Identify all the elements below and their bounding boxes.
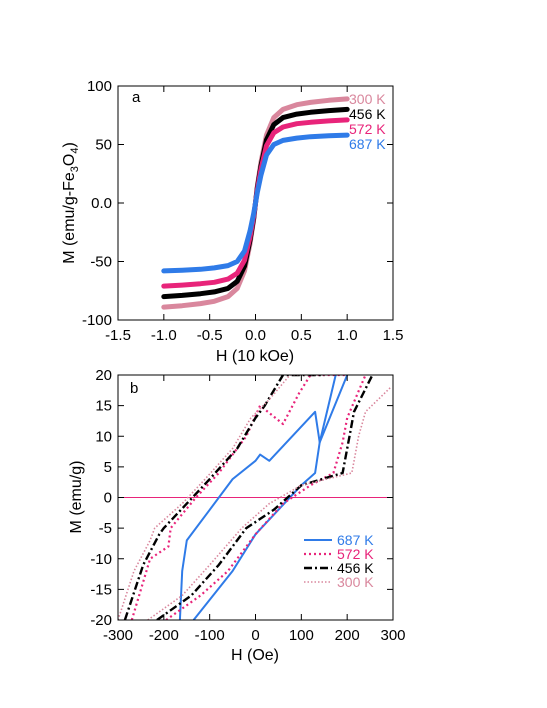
panel-a-xtick-label: -0.5 — [197, 327, 223, 344]
panel-b-series-456k-lower-branch — [156, 375, 374, 620]
ylabel-part-main: M (emu/g-Fe — [61, 172, 78, 264]
panel-b-legend-item: 300 K — [337, 574, 374, 590]
ylabel-part-close: ) — [61, 142, 78, 147]
panel-b-y-axis-label: M (emu/g) — [68, 461, 85, 534]
panel-a-ytick-label: -50 — [90, 254, 112, 271]
panel-b-xtick-label: -300 — [103, 627, 133, 644]
panel-a-series — [161, 96, 350, 310]
panel-a-xtick-label: -1.5 — [105, 327, 131, 344]
panel-b-ytick-label: -10 — [90, 551, 112, 568]
panel-a-legend-item: 300 K — [349, 91, 386, 107]
panel-b-label: b — [130, 380, 138, 397]
panel-b-ytick-label: -5 — [99, 520, 112, 537]
panel-a-ytick-label: 0.0 — [91, 195, 112, 212]
panel-a-series-line-687k — [161, 132, 350, 274]
panel-a-legend-item: 456 K — [349, 106, 386, 122]
ylabel-part-o: O — [61, 154, 78, 166]
panel-b-xtick-label: 100 — [289, 627, 314, 644]
panel-a-chart: -1.5 -1.0 -0.5 0.0 0.5 1.0 1.5-100-500.050100 … — [61, 78, 403, 365]
ylabel-sub-4: 4 — [69, 148, 81, 154]
panel-a-legend-item: 687 K — [349, 136, 386, 152]
panel-a-label: a — [132, 89, 141, 106]
panel-b-xtick-label: -100 — [195, 627, 225, 644]
panel-b-legend-item: 687 K — [337, 532, 374, 548]
panel-b-legend-item: 572 K — [337, 546, 374, 562]
panel-b-ytick-label: 20 — [95, 367, 112, 384]
panel-b-series-687k-upper-branch — [178, 375, 337, 620]
panel-b-xtick-label: 200 — [335, 627, 360, 644]
panel-b-xtick-label: -200 — [149, 627, 179, 644]
panel-a-xtick-label: 1.5 — [383, 327, 404, 344]
panel-b-ytick-label: 5 — [104, 459, 112, 476]
panel-b-x-axis-label: H (Oe) — [231, 647, 279, 664]
panel-a-ytick-label: 100 — [87, 78, 112, 95]
panel-a-legend-item: 572 K — [349, 121, 386, 137]
panel-b-legend-item: 456 K — [337, 560, 374, 576]
panel-a-x-axis-label: H (10 kOe) — [216, 348, 294, 365]
panel-b-series — [118, 375, 392, 620]
panel-b-ytick-label: 0 — [104, 490, 112, 507]
panel-a-ytick-label: 50 — [95, 137, 112, 154]
panel-a-xtick-label: 0.0 — [245, 327, 266, 344]
panel-a-xtick-label: 0.5 — [291, 327, 312, 344]
panel-b-ytick-label: 15 — [95, 398, 112, 415]
panel-b-ticks: -300 -200 -100 0 100 200 300 -20 -15 -10 -5 0 5 10 15 2… — [90, 367, 405, 644]
panel-b-ytick-label: -20 — [90, 612, 112, 629]
panel-b-ytick-label: 10 — [95, 428, 112, 445]
panel-b-series-300k-upper-branch — [118, 375, 316, 620]
panel-a-xtick-label: -1.0 — [151, 327, 177, 344]
ylabel-sub-3: 3 — [69, 166, 81, 172]
panel-b-ytick-label: -15 — [90, 581, 112, 598]
panel-b-xtick-label: 300 — [380, 627, 405, 644]
panel-a-ytick-label: -100 — [82, 312, 112, 329]
panel-b-series-572k-lower-branch — [165, 375, 367, 620]
panel-b-series-572k-upper-branch — [130, 375, 345, 620]
panel-a-ticks: -1.5 -1.0 -0.5 0.0 0.5 1.0 1.5 -100 -50 0.0 50 100 — [82, 78, 403, 344]
panel-a-xtick-label: 1.0 — [337, 327, 358, 344]
panel-b-series-456k-upper-branch — [123, 375, 325, 620]
panel-b-xtick-label: 0 — [251, 627, 259, 644]
panel-b-chart: -300 -200 -100 0 100 200 300 -20 -15 -10 -5 0 5 10 15 2… — [68, 367, 406, 664]
panel-a-y-axis-label: M (emu/g-Fe3O4) — [61, 142, 81, 264]
